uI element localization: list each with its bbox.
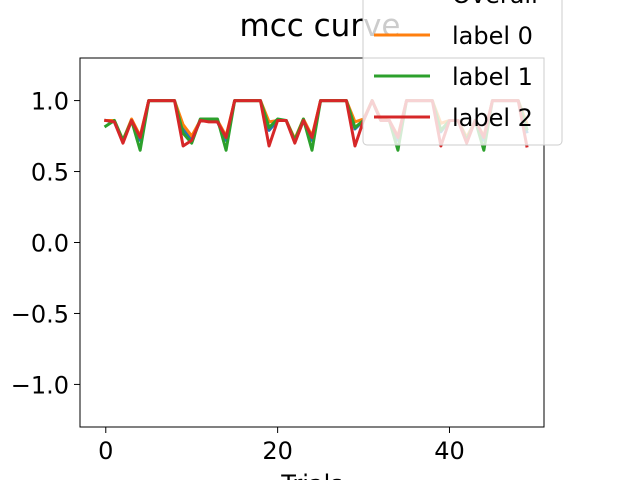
legend-label: label 2: [452, 104, 533, 132]
x-tick-label: 40: [434, 437, 465, 465]
legend: Overall label 0 label 1 label 2: [362, 0, 563, 146]
y-tick-label: 0.5: [31, 159, 69, 187]
x-tick-label: 20: [262, 437, 293, 465]
x-axis-label: Trials: [280, 470, 343, 480]
y-tick-label: 1.0: [31, 88, 69, 116]
y-axis: 1.0 0.5 0.0 −0.5 −1.0: [11, 88, 80, 399]
legend-label: label 0: [452, 22, 533, 50]
legend-label: label 1: [452, 63, 533, 91]
y-tick-label: −1.0: [11, 371, 69, 399]
legend-label: Overall: [452, 0, 538, 9]
y-tick-label: 0.0: [31, 230, 69, 258]
x-axis: 0 20 40: [98, 427, 465, 465]
x-tick-label: 0: [98, 437, 113, 465]
y-tick-label: −0.5: [11, 300, 69, 328]
